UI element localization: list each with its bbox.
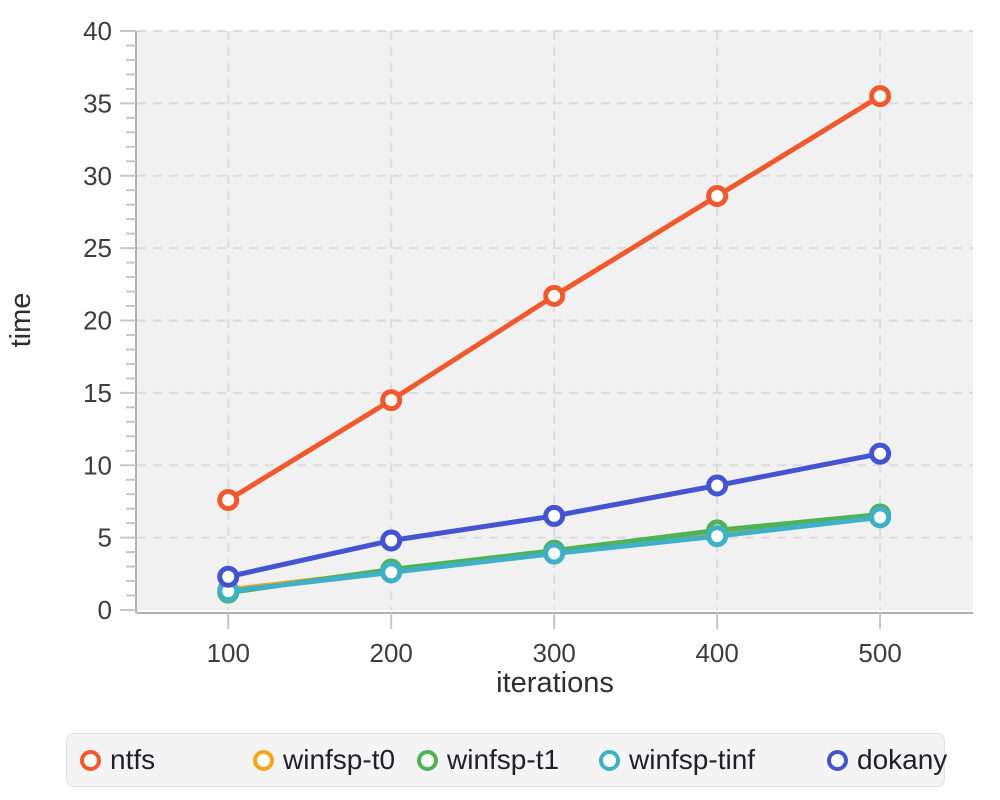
series-marker-ntfs	[380, 389, 403, 412]
series-marker-ntfs	[706, 185, 729, 208]
series-marker-dokany	[869, 442, 892, 465]
y-tick-label: 15	[83, 378, 112, 408]
legend-marker-winfsp-tinf-icon	[599, 749, 620, 771]
legend: ntfs winfsp-t0 winfsp-t1 winfsp-tinf dokany	[66, 733, 947, 787]
legend-label: winfsp-t1	[447, 744, 560, 775]
x-axis-label: iterations	[496, 667, 614, 699]
axes	[120, 30, 973, 629]
series-marker-dokany	[706, 474, 729, 497]
legend-item-dokany[interactable]: dokany	[827, 746, 947, 774]
series-marker-winfsp-tinf	[706, 525, 729, 548]
legend-marker-dokany-icon	[827, 749, 848, 771]
x-tick-label: 400	[695, 638, 738, 668]
x-tick-label: 200	[370, 638, 413, 668]
x-tick-label: 300	[532, 638, 575, 668]
legend-label: ntfs	[110, 744, 156, 775]
legend-label: dokany	[857, 744, 948, 775]
series-marker-dokany	[217, 565, 240, 588]
y-tick-label: 40	[83, 16, 112, 46]
legend-item-winfsp-t0[interactable]: winfsp-t0	[253, 746, 395, 774]
legend-label: winfsp-t0	[283, 744, 396, 775]
series-marker-dokany	[380, 529, 403, 552]
series	[217, 85, 892, 604]
y-tick-label: 20	[83, 306, 112, 336]
y-tick-label: 25	[83, 233, 112, 263]
legend-marker-winfsp-t1-icon	[417, 749, 438, 771]
series-marker-winfsp-tinf	[869, 506, 892, 529]
legend-item-winfsp-tinf[interactable]: winfsp-tinf	[599, 746, 755, 774]
legend-marker-winfsp-t0-icon	[253, 749, 274, 771]
series-marker-winfsp-tinf	[543, 542, 566, 565]
series-marker-ntfs	[869, 85, 892, 108]
series-marker-ntfs	[543, 284, 566, 307]
legend-item-ntfs[interactable]: ntfs	[80, 746, 155, 774]
y-axis-label: time	[5, 293, 37, 348]
x-tick-label: 500	[858, 638, 901, 668]
legend-marker-ntfs-icon	[80, 749, 101, 771]
line-chart: 0 5 10 15 20 25 30 35 40 100 200 300 400 500 time ite…	[5, 16, 973, 699]
y-tick-label: 0	[98, 595, 112, 625]
series-marker-ntfs	[217, 488, 240, 511]
series-marker-winfsp-tinf	[380, 561, 403, 584]
y-tick-label: 30	[83, 161, 112, 191]
legend-item-winfsp-t1[interactable]: winfsp-t1	[417, 746, 559, 774]
y-tick-label: 10	[83, 450, 112, 480]
y-tick-label: 5	[98, 523, 112, 553]
legend-label: winfsp-tinf	[629, 744, 756, 775]
y-tick-label: 35	[83, 88, 112, 118]
series-marker-dokany	[543, 504, 566, 527]
tick-labels: 0 5 10 15 20 25 30 35 40 100 200 300 400 500	[83, 16, 902, 668]
x-tick-label: 100	[207, 638, 250, 668]
